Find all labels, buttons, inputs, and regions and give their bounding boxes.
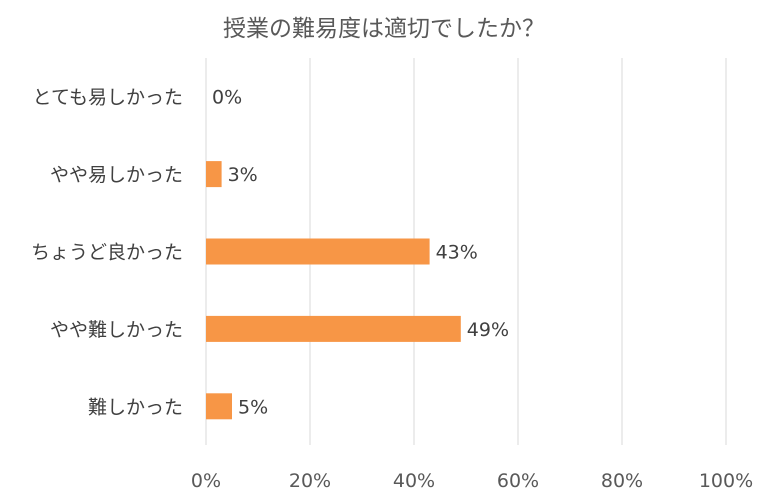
- x-tick-label: 80%: [601, 470, 643, 492]
- category-label: ちょうど良かった: [31, 242, 183, 264]
- category-label: 難しかった: [88, 396, 183, 418]
- bar: [206, 238, 430, 265]
- chart-title: 授業の難易度は適切でしたか？: [223, 16, 545, 42]
- x-tick-label: 100%: [699, 470, 753, 492]
- data-label: 5%: [238, 396, 268, 418]
- x-tick-label: 60%: [497, 470, 539, 492]
- x-tick-label: 0%: [191, 470, 221, 492]
- category-label: やや難しかった: [50, 319, 183, 341]
- category-label: とても易しかった: [33, 87, 183, 109]
- category-label: やや易しかった: [50, 164, 183, 186]
- bar: [206, 393, 232, 420]
- data-labels: 0% 3% 43% 49% 5%: [212, 87, 509, 419]
- data-label: 49%: [467, 319, 509, 341]
- x-tick-label: 20%: [289, 470, 331, 492]
- bar: [206, 315, 461, 342]
- x-tick-label: 40%: [393, 470, 435, 492]
- bars: [206, 161, 461, 420]
- data-label: 3%: [228, 164, 258, 186]
- data-label: 43%: [436, 242, 478, 264]
- data-label: 0%: [212, 87, 242, 109]
- x-axis-tick-labels: 0% 20% 40% 60% 80% 100%: [191, 470, 753, 492]
- bar: [206, 161, 222, 188]
